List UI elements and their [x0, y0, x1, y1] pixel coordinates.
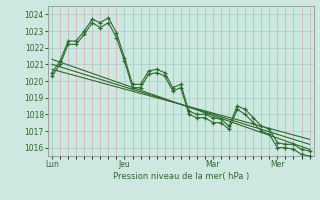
- X-axis label: Pression niveau de la mer( hPa ): Pression niveau de la mer( hPa ): [113, 172, 249, 181]
